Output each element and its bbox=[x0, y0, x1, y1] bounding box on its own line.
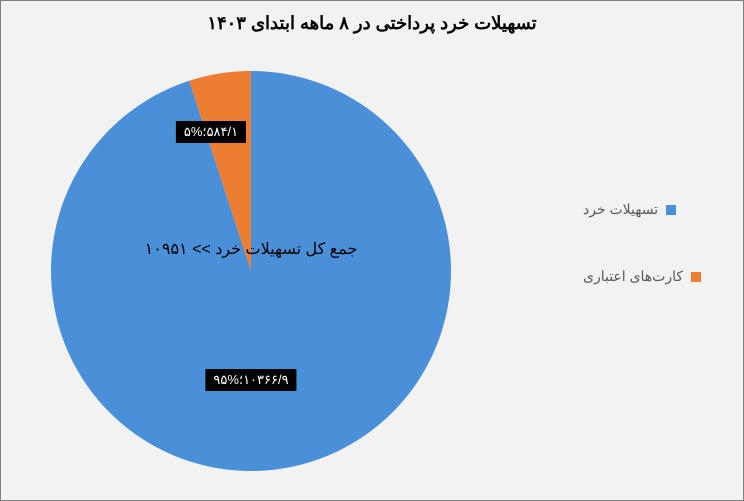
chart-title: تسهیلات خرد پرداختی در ۸ ماهه ابتدای ۱۴۰… bbox=[1, 13, 743, 34]
legend-label-1: کارت‌های اعتباری bbox=[583, 268, 683, 285]
legend-item-0: تسهیلات خرد bbox=[583, 201, 713, 218]
legend-swatch-1 bbox=[691, 272, 701, 282]
legend-label-0: تسهیلات خرد bbox=[583, 201, 658, 218]
pie-area bbox=[41, 61, 461, 481]
pie-chart-container: تسهیلات خرد پرداختی در ۸ ماهه ابتدای ۱۴۰… bbox=[0, 0, 744, 501]
legend: تسهیلات خرد کارت‌های اعتباری bbox=[583, 201, 713, 335]
legend-item-1: کارت‌های اعتباری bbox=[583, 268, 713, 285]
legend-swatch-0 bbox=[666, 205, 676, 215]
pie-svg bbox=[41, 61, 461, 481]
